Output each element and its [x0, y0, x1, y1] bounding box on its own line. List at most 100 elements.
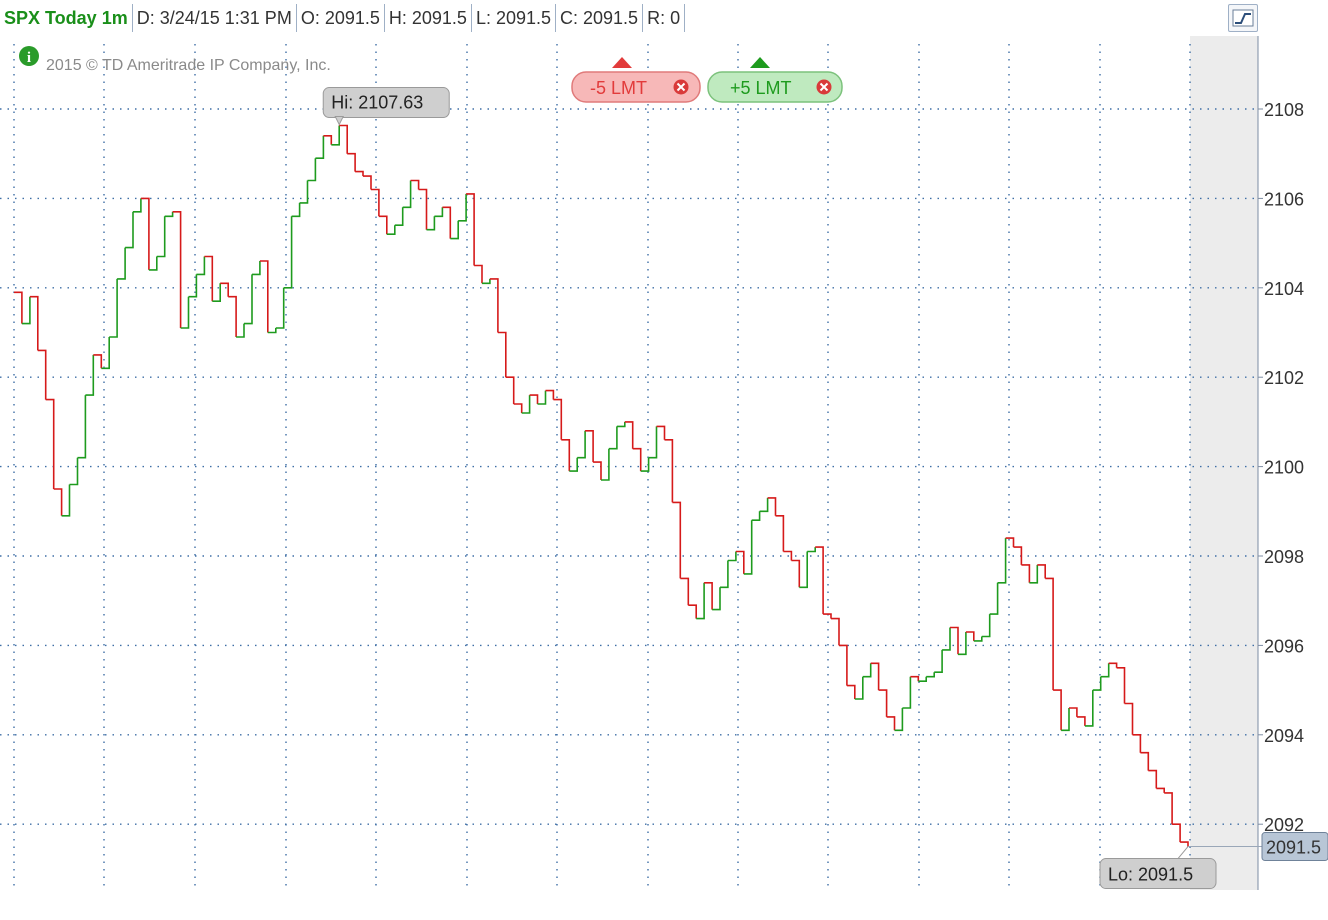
price-segment-up	[434, 207, 444, 218]
y-tick-label: 2104	[1264, 279, 1304, 299]
price-segment-up	[267, 328, 277, 334]
price-segment-up	[101, 337, 110, 370]
price-segment-up	[77, 395, 87, 459]
price-segment-down	[204, 255, 214, 302]
price-segment-down	[220, 282, 229, 297]
price-segment-up	[894, 708, 904, 732]
price-segment-down	[585, 430, 594, 463]
price-segment-down	[910, 675, 920, 682]
price-chart[interactable]: 2092 2094 2096 2098 2100 2102 2104 2106 2108 i 2…	[0, 36, 1328, 920]
price-segment-up	[1084, 690, 1094, 727]
price-segment-down	[545, 389, 555, 400]
price-segment-up	[616, 421, 626, 428]
price-segment-down	[950, 626, 959, 655]
y-tick-label: 2096	[1264, 636, 1304, 656]
price-segment-down	[1021, 564, 1031, 583]
range-field: R: 0	[643, 4, 686, 32]
price-segment-up	[117, 247, 126, 280]
price-segment-up	[331, 125, 340, 146]
price-segment-up	[61, 484, 71, 517]
open-field: O: 2091.5	[297, 4, 385, 32]
price-segment-down	[371, 188, 380, 217]
price-segment-down	[505, 376, 515, 404]
price-segment-down	[878, 689, 888, 717]
symbol-label[interactable]: SPX Today 1m	[0, 4, 133, 32]
svg-text:i: i	[27, 50, 31, 66]
price-segment-up	[236, 323, 245, 338]
price-segment-up	[402, 180, 412, 209]
price-segment-down	[93, 354, 103, 369]
price-segment-up	[299, 180, 309, 204]
price-series	[14, 124, 1189, 847]
price-segment-up	[601, 448, 610, 481]
price-segment-down	[347, 152, 356, 172]
price-segment-down	[172, 211, 182, 328]
price-segment-down	[783, 550, 793, 561]
price-segment-up	[133, 198, 142, 213]
price-segment-up	[1092, 676, 1102, 691]
plot-area	[0, 36, 1258, 890]
price-segment-up	[252, 261, 261, 276]
price-segment-down	[355, 170, 364, 177]
chart-style-icon[interactable]	[1228, 4, 1258, 32]
price-segment-down	[767, 497, 777, 516]
price-segment-up	[577, 430, 586, 459]
price-segment-up	[450, 220, 459, 240]
price-segment-up	[1100, 663, 1110, 678]
price-segment-down	[831, 617, 840, 646]
price-segment-up	[569, 457, 578, 472]
price-segment-down	[140, 197, 150, 270]
price-segment-up	[21, 296, 31, 325]
price-segment-up	[934, 649, 943, 673]
price-segment-down	[1108, 662, 1118, 668]
grid	[0, 44, 1258, 890]
price-segment-up	[648, 426, 658, 459]
price-segment-up	[188, 274, 198, 298]
y-tick-label: 2100	[1264, 458, 1304, 478]
high-callout: Hi: 2107.63	[322, 87, 450, 126]
price-segment-down	[886, 716, 896, 731]
price-segment-up	[69, 457, 79, 486]
price-segment-down	[29, 295, 39, 351]
y-tick-label: 2108	[1264, 100, 1304, 120]
price-segment-down	[1069, 707, 1078, 717]
y-tick-label: 2102	[1264, 368, 1304, 388]
buy-order-badge[interactable]: +5 LMT	[707, 57, 843, 103]
price-segment-up	[807, 547, 816, 553]
price-segment-up	[997, 538, 1007, 584]
future-area	[1190, 36, 1258, 890]
price-segment-up	[521, 395, 531, 414]
chart-header: SPX Today 1m D: 3/24/15 1:31 PM O: 2091.…	[0, 0, 1258, 37]
price-segment-up	[640, 457, 650, 472]
price-segment-up	[458, 193, 467, 222]
price-segment-down	[704, 582, 713, 610]
price-segment-down	[1053, 689, 1062, 731]
price-segment-up	[973, 636, 983, 642]
price-segment-up	[854, 676, 864, 700]
price-segment-up	[942, 627, 951, 651]
price-segment-up	[283, 216, 293, 289]
y-tick-label: 2106	[1264, 189, 1304, 209]
close-field: C: 2091.5	[556, 4, 644, 32]
price-segment-down	[672, 501, 682, 579]
price-segment-down	[1180, 841, 1189, 847]
svg-text:2015 © TD Ameritrade IP Compan: 2015 © TD Ameritrade IP Company, Inc.	[46, 57, 331, 74]
price-segment-up	[727, 551, 737, 562]
price-segment-up	[212, 283, 221, 302]
price-segment-down	[228, 295, 237, 337]
price-segment-up	[1029, 564, 1039, 584]
price-segment-up	[148, 256, 158, 271]
price-segment-down	[53, 488, 63, 516]
price-segment-down	[323, 135, 333, 145]
price-segment-up	[156, 216, 166, 258]
price-segment-up	[751, 511, 761, 521]
price-segment-down	[870, 662, 880, 691]
high-callout-pointer	[334, 116, 345, 126]
price-segment-down	[513, 403, 523, 413]
sell-order-badge[interactable]: -5 LMT	[571, 57, 701, 103]
price-segment-down	[1156, 787, 1165, 793]
price-segment-up	[862, 663, 872, 678]
price-segment-down	[688, 604, 697, 619]
price-segment-down	[1005, 537, 1015, 548]
buy-order-label: +5 LMT	[730, 78, 792, 98]
